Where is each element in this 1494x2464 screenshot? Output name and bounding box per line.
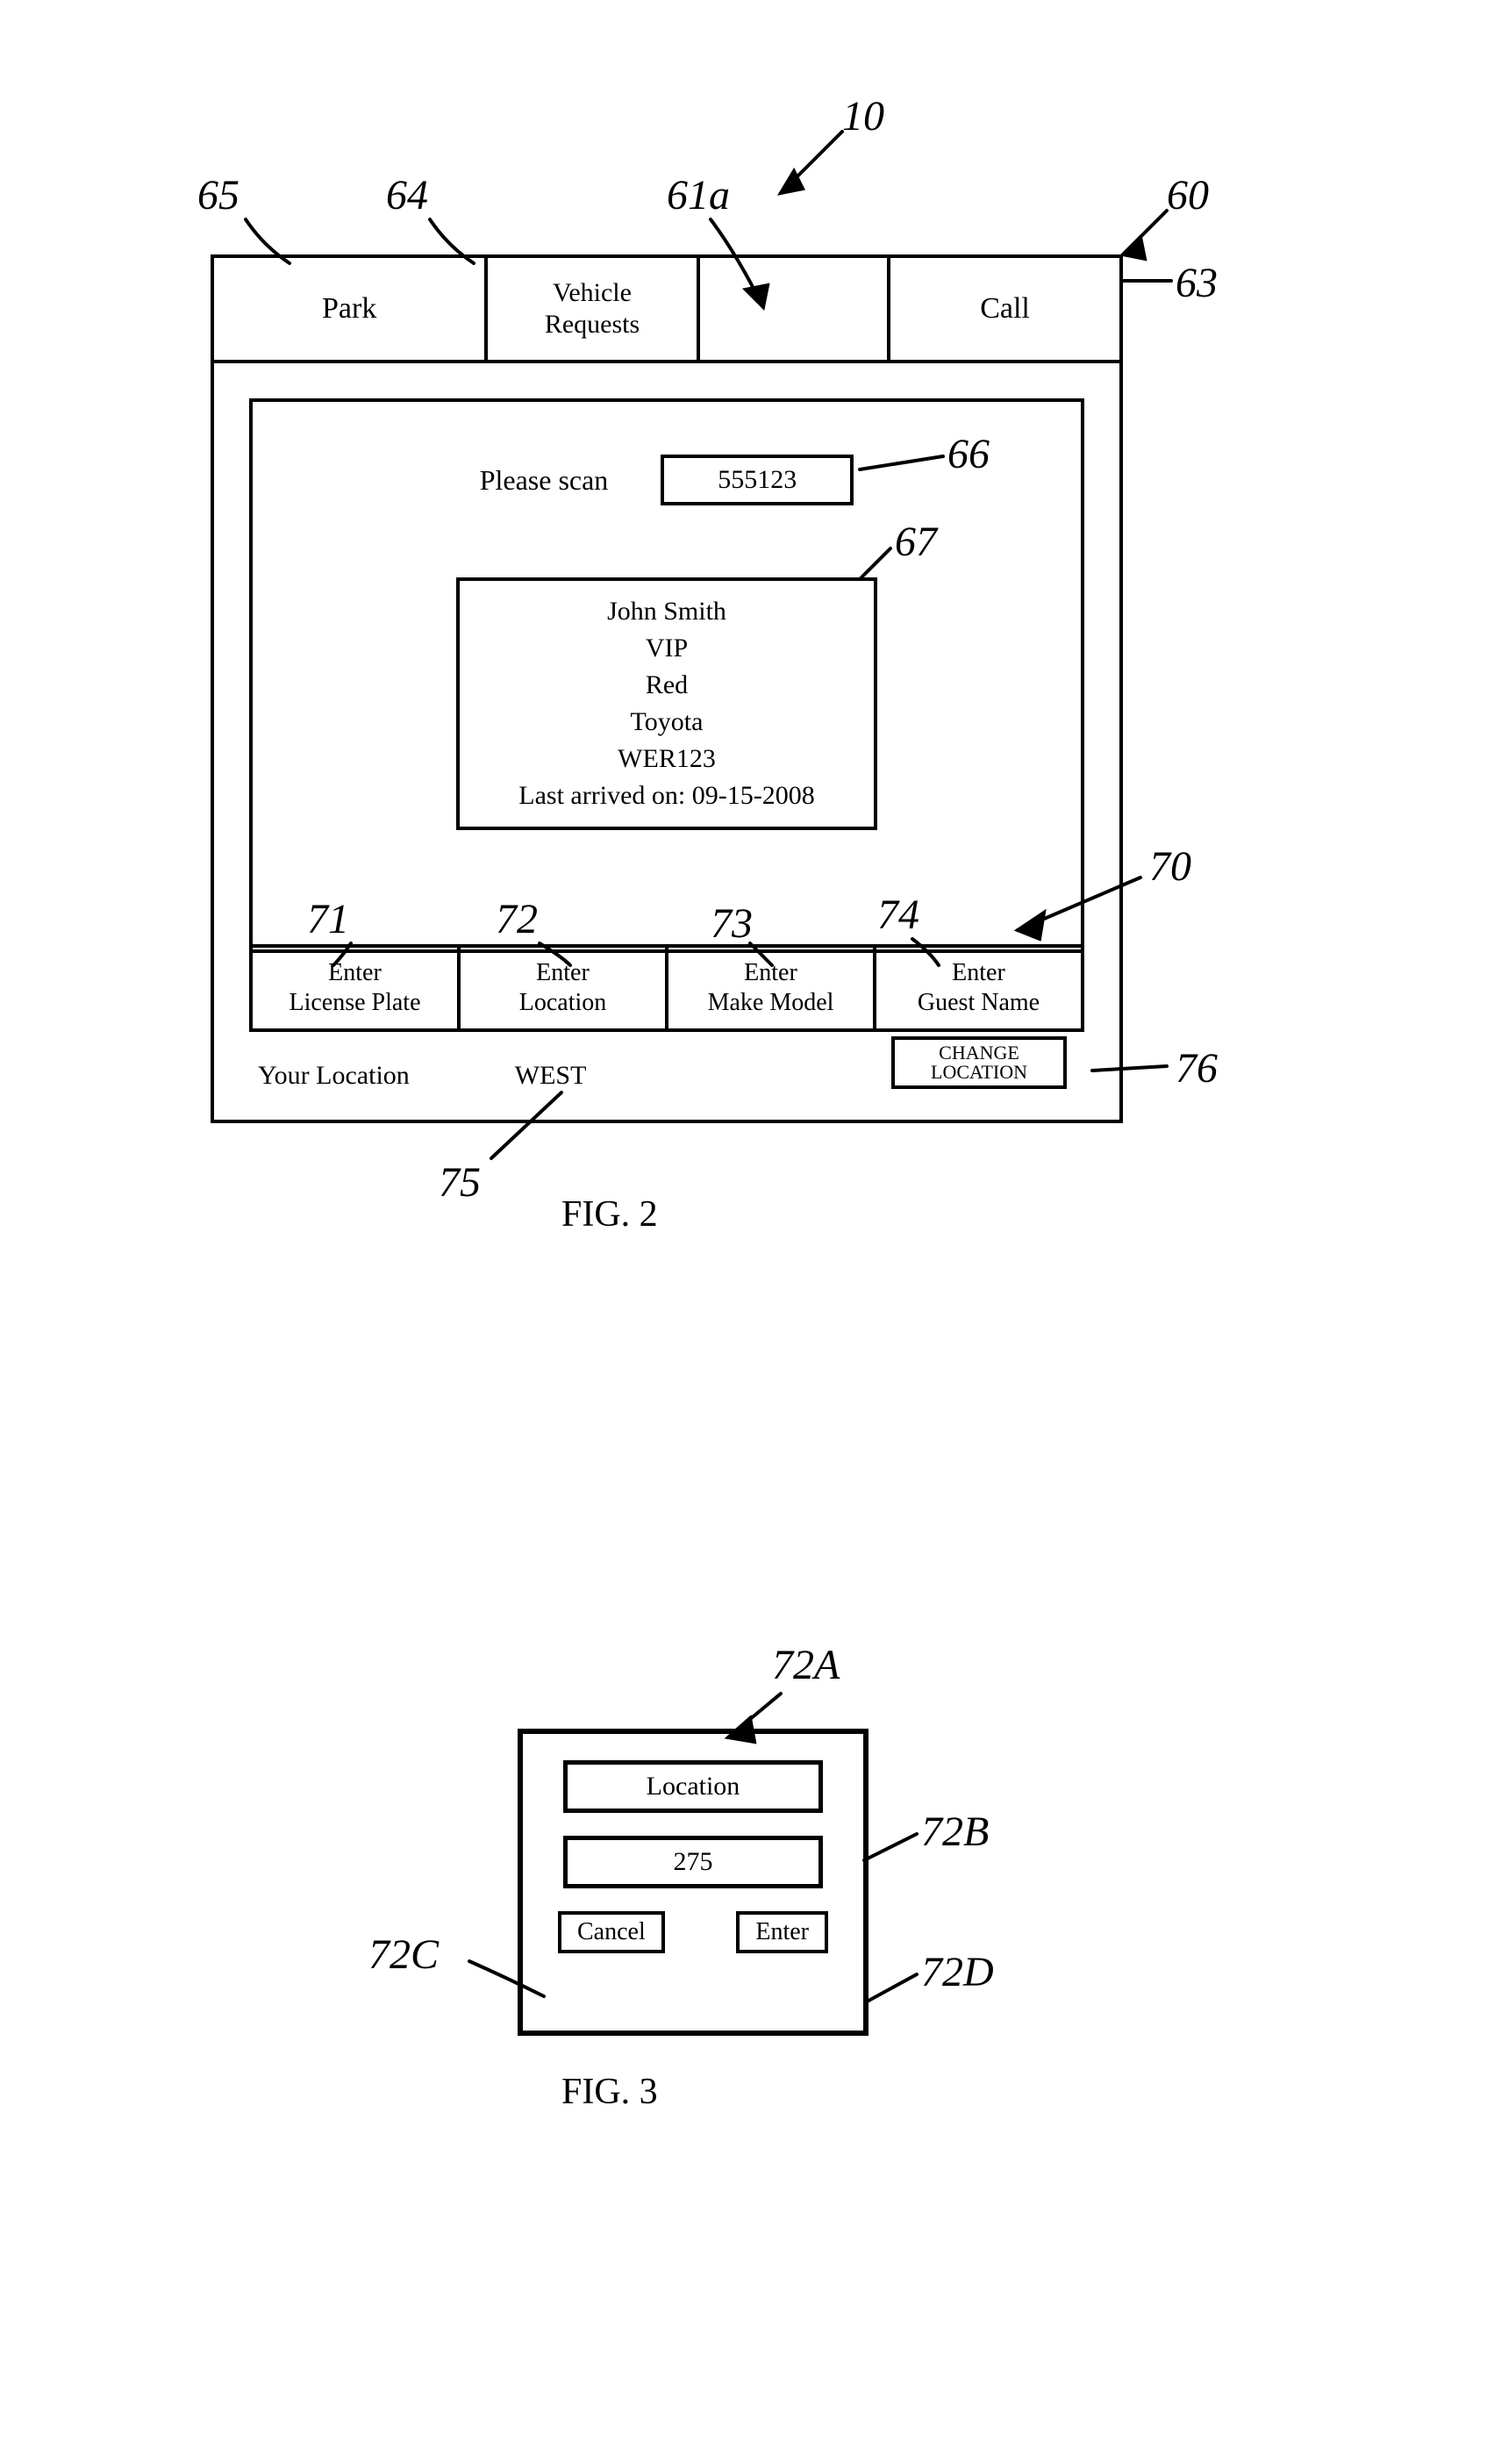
scan-label: Please scan [480, 464, 609, 497]
callout-72: 72 [496, 895, 538, 943]
enter-location-button[interactable]: Enter Location [461, 948, 668, 1028]
vehicle-color: Red [468, 667, 865, 704]
tab-bar: Park Vehicle Requests Call [214, 258, 1119, 363]
callout-75: 75 [439, 1158, 481, 1207]
location-title-field: Location [563, 1760, 822, 1813]
callout-65: 65 [197, 171, 239, 219]
callout-70: 70 [1149, 842, 1191, 891]
scan-input[interactable]: 555123 [661, 455, 854, 505]
figure-3-caption: FIG. 3 [561, 2071, 658, 2113]
enter-button[interactable]: Enter [736, 1911, 828, 1953]
entry-button-row: Enter License Plate Enter Location Enter… [249, 944, 1084, 1032]
footer-row: Your Location WEST CHANGE LOCATION [258, 1049, 1076, 1102]
callout-72A: 72A [772, 1641, 840, 1689]
callout-72B: 72B [921, 1808, 989, 1856]
location-popup: Location 275 Cancel Enter [518, 1729, 869, 2036]
enter-guest-name-button[interactable]: Enter Guest Name [876, 948, 1081, 1028]
callout-10: 10 [842, 92, 884, 140]
popup-button-row: Cancel Enter [549, 1911, 837, 1953]
location-value-field[interactable]: 275 [563, 1836, 822, 1888]
your-location-value: WEST [515, 1061, 587, 1091]
scan-panel: Please scan 555123 John Smith VIP Red To… [249, 398, 1084, 953]
guest-status: VIP [468, 630, 865, 667]
tab-gap [700, 258, 890, 360]
park-screen: Park Vehicle Requests Call Please scan 5… [211, 254, 1123, 1123]
tab-park[interactable]: Park [214, 258, 484, 360]
callout-76: 76 [1176, 1044, 1218, 1092]
your-location-label: Your Location [258, 1061, 410, 1091]
callout-72D: 72D [921, 1948, 994, 1996]
tab-vehicle-requests[interactable]: Vehicle Requests [484, 258, 699, 360]
callout-63: 63 [1176, 259, 1218, 307]
last-arrived: Last arrived on: 09-15-2008 [468, 777, 865, 814]
callout-67: 67 [895, 518, 937, 566]
callout-61a: 61a [667, 171, 730, 219]
figure-canvas: Park Vehicle Requests Call Please scan 5… [0, 0, 1494, 2464]
callout-60: 60 [1167, 171, 1209, 219]
callout-74: 74 [877, 891, 919, 939]
callout-66: 66 [947, 430, 990, 478]
enter-make-model-button[interactable]: Enter Make Model [668, 948, 876, 1028]
guest-name: John Smith [468, 593, 865, 630]
cancel-button[interactable]: Cancel [558, 1911, 665, 1953]
callout-72C: 72C [368, 1930, 439, 1979]
enter-license-plate-button[interactable]: Enter License Plate [253, 948, 461, 1028]
change-location-button[interactable]: CHANGE LOCATION [891, 1036, 1067, 1089]
callout-71: 71 [307, 895, 349, 943]
vehicle-make: Toyota [468, 704, 865, 741]
callout-73: 73 [711, 899, 753, 948]
vehicle-plate: WER123 [468, 741, 865, 777]
figure-2-caption: FIG. 2 [561, 1193, 658, 1236]
callout-64: 64 [386, 171, 428, 219]
tab-call[interactable]: Call [890, 258, 1119, 363]
guest-info-box: John Smith VIP Red Toyota WER123 Last ar… [456, 577, 877, 830]
